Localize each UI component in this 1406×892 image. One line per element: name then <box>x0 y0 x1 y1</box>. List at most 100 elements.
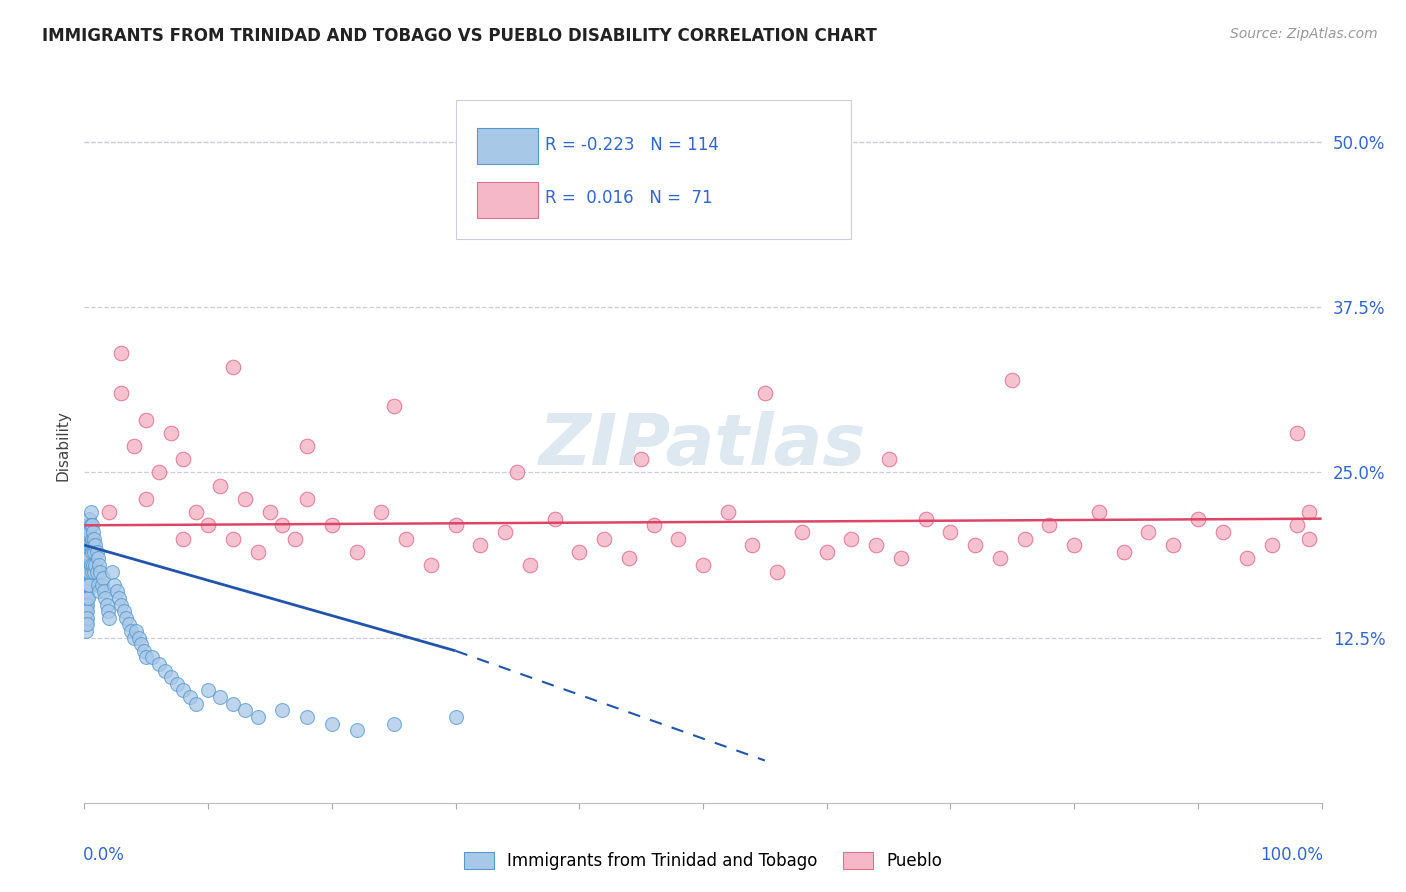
Point <box>120 624 142 638</box>
Point <box>75 617 97 632</box>
Point <box>75 545 97 559</box>
Point <box>160 425 183 440</box>
Point <box>494 524 516 539</box>
Point <box>470 538 492 552</box>
Point <box>115 611 138 625</box>
Point <box>100 565 122 579</box>
Point <box>84 558 107 572</box>
Point <box>76 551 98 566</box>
Point <box>939 524 962 539</box>
Point <box>148 466 170 480</box>
Point <box>1038 518 1060 533</box>
Point <box>717 505 740 519</box>
Point <box>94 591 117 605</box>
Point <box>172 452 194 467</box>
Point <box>110 598 132 612</box>
Point <box>132 644 155 658</box>
Point <box>1261 538 1284 552</box>
Point <box>222 532 245 546</box>
Point <box>141 650 163 665</box>
Point <box>77 591 100 605</box>
Point <box>75 532 97 546</box>
Point <box>1137 524 1160 539</box>
Point <box>1187 511 1209 525</box>
Point <box>75 571 97 585</box>
Point <box>643 518 665 533</box>
FancyBboxPatch shape <box>477 182 538 218</box>
Point <box>82 538 104 552</box>
Point <box>790 524 813 539</box>
Point <box>692 558 714 572</box>
Point <box>75 558 97 572</box>
Point <box>89 558 111 572</box>
Point <box>98 505 121 519</box>
Point <box>77 565 100 579</box>
Point <box>75 551 97 566</box>
Point <box>79 524 101 539</box>
Point <box>79 511 101 525</box>
Point <box>179 690 201 704</box>
Point <box>76 538 98 552</box>
Point <box>76 571 98 585</box>
Point <box>79 538 101 552</box>
Point <box>321 518 343 533</box>
Point <box>105 584 128 599</box>
Point <box>754 386 776 401</box>
Point <box>110 386 132 401</box>
Point <box>209 690 232 704</box>
Point <box>76 565 98 579</box>
Point <box>259 505 281 519</box>
Point <box>295 439 318 453</box>
Point <box>75 532 97 546</box>
Point <box>122 631 145 645</box>
Point <box>271 518 294 533</box>
Point <box>75 604 97 618</box>
Point <box>395 532 418 546</box>
Point <box>79 505 101 519</box>
Point <box>98 611 121 625</box>
Point <box>346 545 368 559</box>
Point <box>519 558 541 572</box>
Point <box>1088 505 1111 519</box>
FancyBboxPatch shape <box>456 100 852 239</box>
Point <box>877 452 900 467</box>
Point <box>172 683 194 698</box>
Text: R =  0.016   N =  71: R = 0.016 N = 71 <box>544 189 713 207</box>
Point <box>77 578 100 592</box>
Point <box>83 565 105 579</box>
Point <box>568 545 591 559</box>
Point <box>841 532 863 546</box>
Point <box>122 439 145 453</box>
Point <box>76 584 98 599</box>
Point <box>890 551 912 566</box>
Point <box>382 716 405 731</box>
Point <box>75 551 97 566</box>
Point <box>77 551 100 566</box>
Point <box>125 624 148 638</box>
Point <box>246 710 269 724</box>
Point <box>91 571 114 585</box>
Point <box>135 650 157 665</box>
Point <box>83 545 105 559</box>
Point <box>97 604 120 618</box>
Point <box>1063 538 1085 552</box>
Text: 0.0%: 0.0% <box>83 846 125 863</box>
Point <box>89 565 111 579</box>
Point <box>77 538 100 552</box>
Point <box>741 538 763 552</box>
Point <box>184 505 207 519</box>
Point <box>153 664 176 678</box>
Point <box>543 511 565 525</box>
Point <box>988 551 1011 566</box>
Point <box>77 532 100 546</box>
Point <box>965 538 987 552</box>
Point <box>444 710 467 724</box>
Point <box>766 565 789 579</box>
Text: Source: ZipAtlas.com: Source: ZipAtlas.com <box>1230 27 1378 41</box>
Point <box>75 624 97 638</box>
Legend: Immigrants from Trinidad and Tobago, Pueblo: Immigrants from Trinidad and Tobago, Pue… <box>457 845 949 877</box>
Point <box>1236 551 1258 566</box>
Point <box>172 532 194 546</box>
Point <box>79 538 101 552</box>
Point <box>76 524 98 539</box>
